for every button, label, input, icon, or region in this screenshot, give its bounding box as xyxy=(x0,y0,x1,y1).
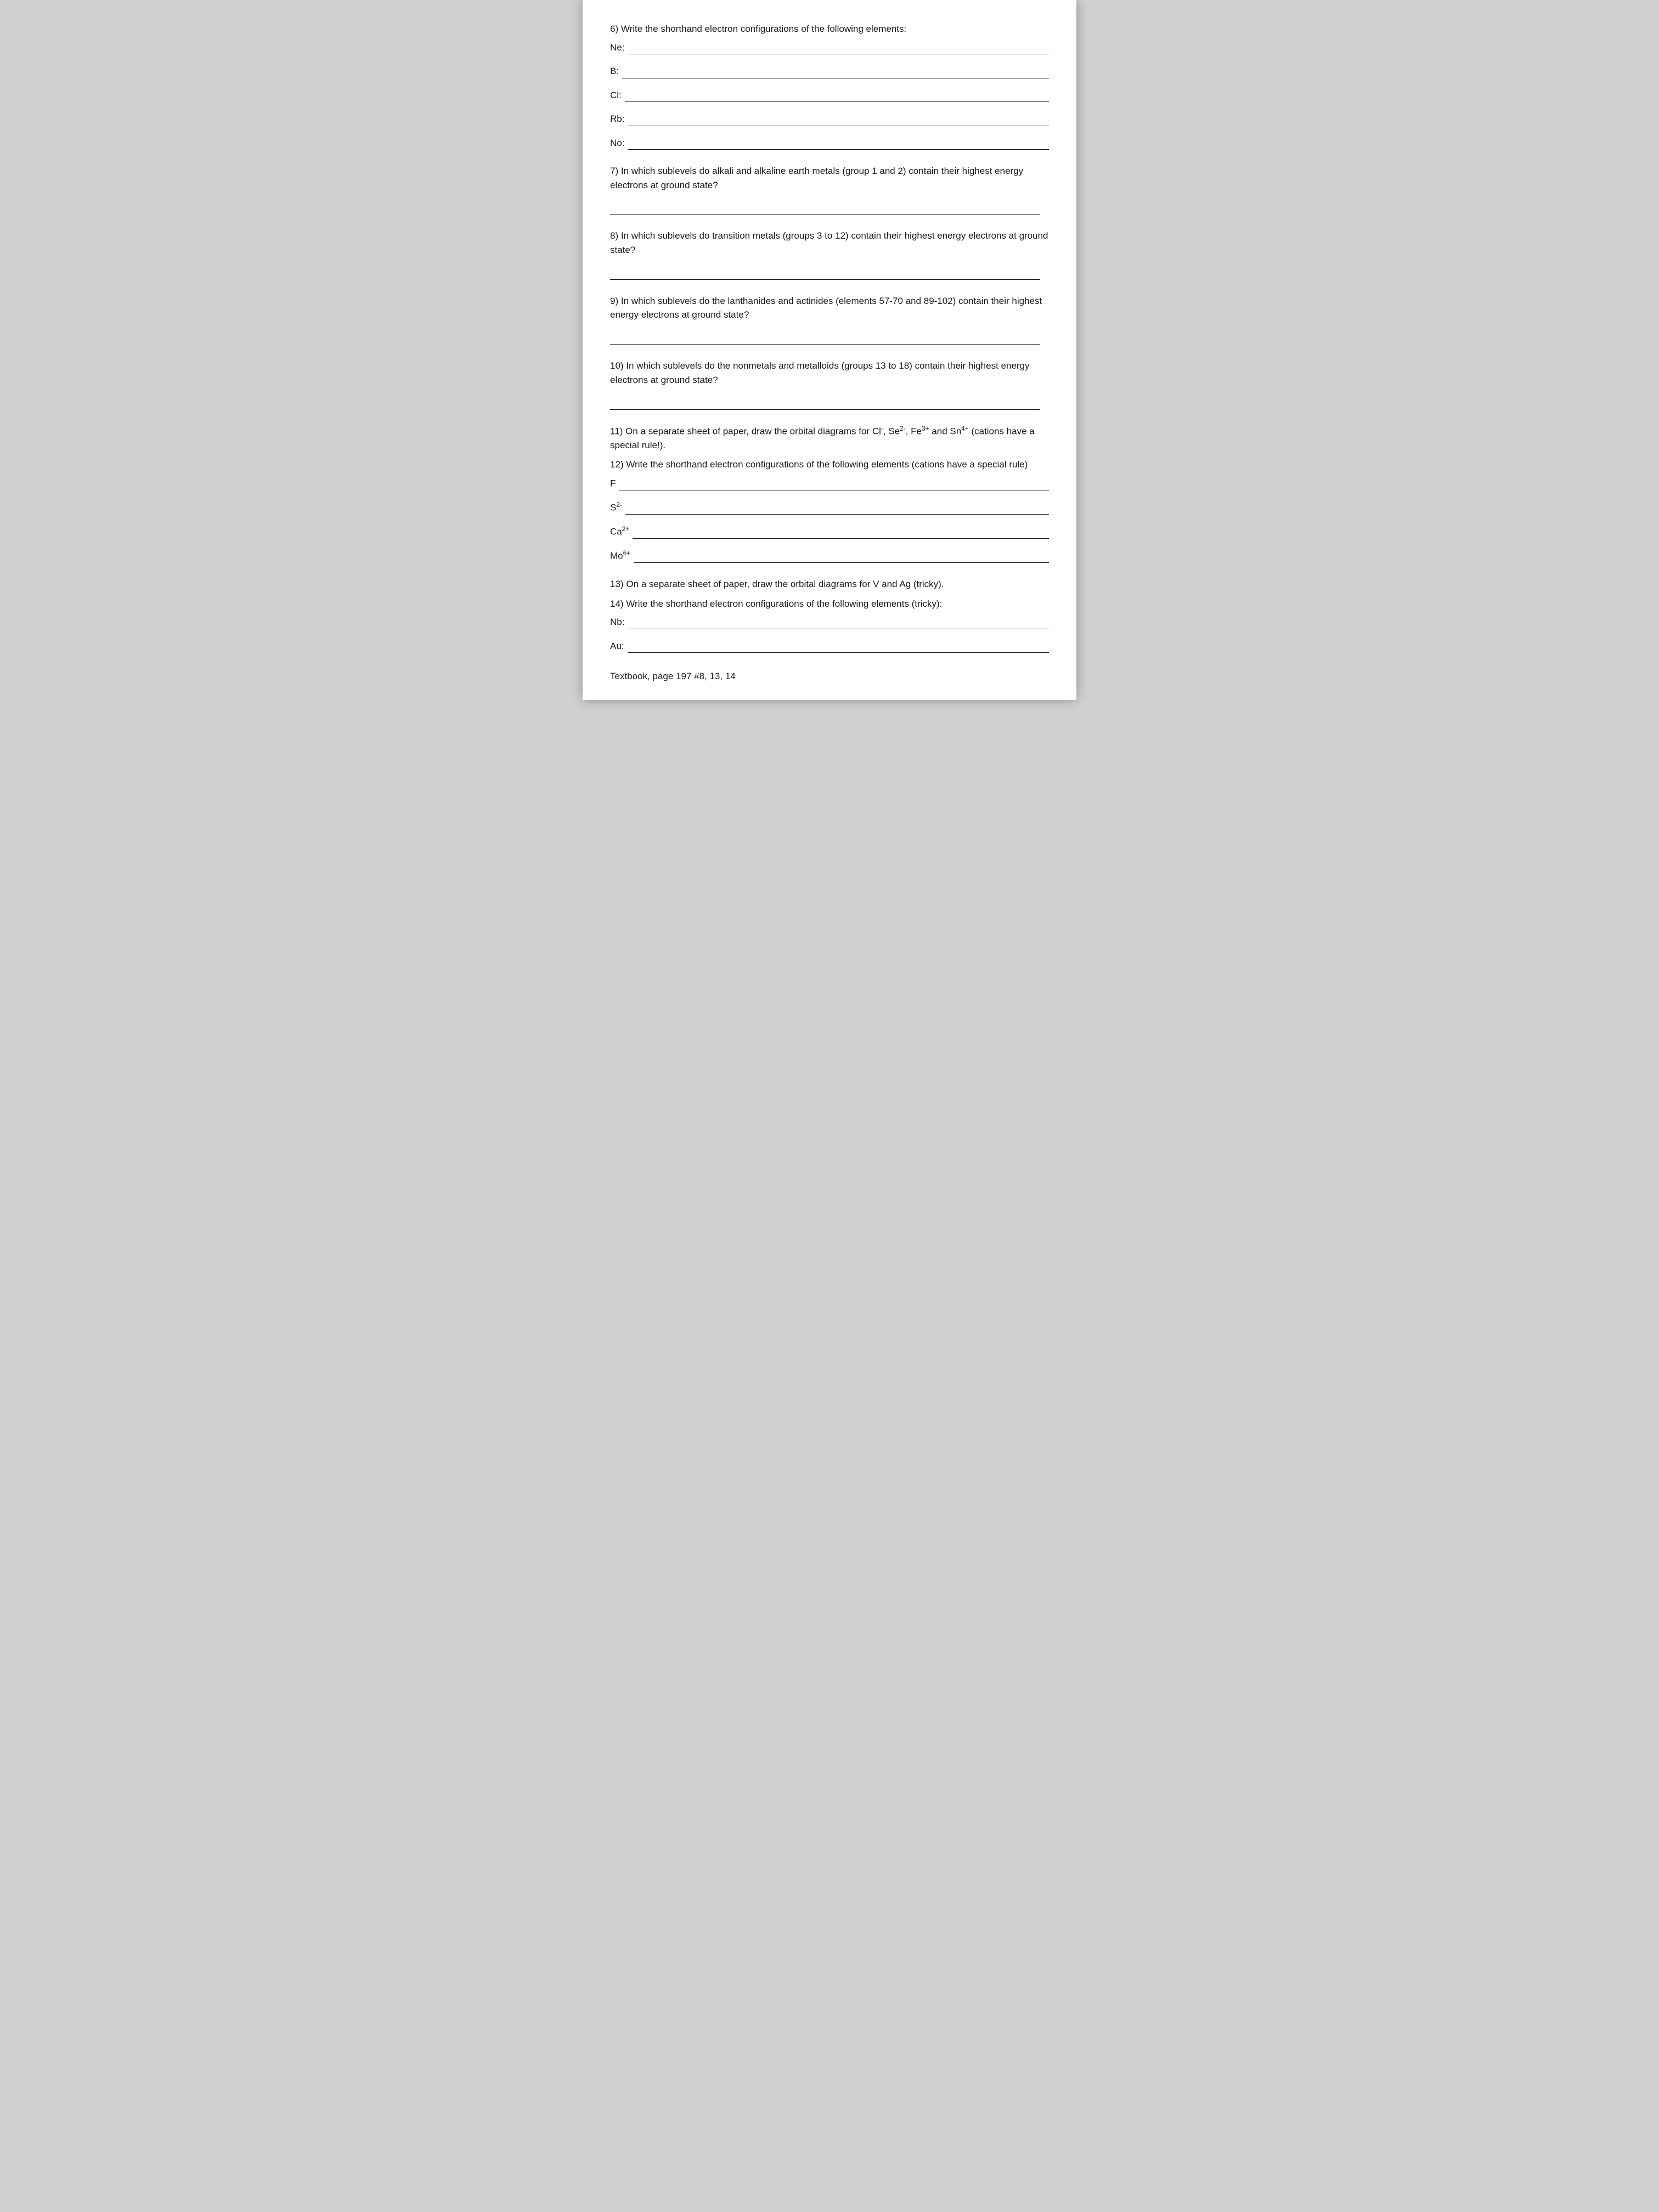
q6-prompt: 6) Write the shorthand electron configur… xyxy=(610,22,1049,36)
label-text: S xyxy=(610,503,616,513)
q6-label-ne: Ne: xyxy=(610,41,624,55)
q12-label-s: S2- xyxy=(610,500,622,515)
q12-prompt: 12) Write the shorthand electron configu… xyxy=(610,458,1049,472)
fill-blank[interactable] xyxy=(628,139,1049,150)
q6-label-no: No: xyxy=(610,136,624,150)
fill-blank[interactable] xyxy=(622,67,1049,78)
q11-sup3: 3+ xyxy=(922,425,929,432)
fill-blank[interactable] xyxy=(628,618,1049,629)
label-sup: 2- xyxy=(616,501,622,509)
question-10: 10) In which sublevels do the nonmetals … xyxy=(610,359,1049,409)
fill-blank[interactable] xyxy=(628,115,1049,126)
fill-blank[interactable] xyxy=(634,552,1049,563)
q12-item-ca: Ca2+ xyxy=(610,524,1049,539)
label-sup: 6+ xyxy=(623,549,631,557)
q6-item-cl: Cl: xyxy=(610,88,1049,103)
q11-text-part: 11) On a separate sheet of paper, draw t… xyxy=(610,426,881,436)
q14-label-au: Au: xyxy=(610,639,624,653)
q9-prompt: 9) In which sublevels do the lanthanides… xyxy=(610,294,1049,322)
q11-sup4: 4+ xyxy=(961,425,969,432)
worksheet-page: 6) Write the shorthand electron configur… xyxy=(583,0,1076,700)
q12-item-s: S2- xyxy=(610,500,1049,515)
q7-prompt: 7) In which sublevels do alkali and alka… xyxy=(610,164,1049,192)
q12-item-mo: Mo6+ xyxy=(610,549,1049,563)
answer-blank[interactable] xyxy=(610,333,1040,345)
q11-prompt: 11) On a separate sheet of paper, draw t… xyxy=(610,424,1049,453)
q11-text-part: , Se xyxy=(883,426,900,436)
answer-blank[interactable] xyxy=(610,398,1040,409)
label-text: F xyxy=(610,478,616,488)
label-text: Ca xyxy=(610,527,622,537)
q14-item-nb: Nb: xyxy=(610,615,1049,629)
label-sup: 2+ xyxy=(622,525,630,533)
question-6: 6) Write the shorthand electron configur… xyxy=(610,22,1049,150)
question-9: 9) In which sublevels do the lanthanides… xyxy=(610,294,1049,345)
label-text: Mo xyxy=(610,551,623,561)
question-13: 13) On a separate sheet of paper, draw t… xyxy=(610,577,1049,591)
q11-text-part: and Sn xyxy=(929,426,962,436)
fill-blank[interactable] xyxy=(625,504,1049,515)
question-7: 7) In which sublevels do alkali and alka… xyxy=(610,164,1049,215)
question-12: 12) Write the shorthand electron configu… xyxy=(610,458,1049,563)
q6-label-cl: Cl: xyxy=(610,88,622,103)
q14-item-au: Au: xyxy=(610,639,1049,653)
q12-item-f: F xyxy=(610,476,1049,490)
fill-blank[interactable] xyxy=(633,528,1049,539)
question-11: 11) On a separate sheet of paper, draw t… xyxy=(610,424,1049,453)
q13-prompt: 13) On a separate sheet of paper, draw t… xyxy=(610,577,1049,591)
q6-item-ne: Ne: xyxy=(610,41,1049,55)
fill-blank[interactable] xyxy=(619,479,1049,490)
q12-label-f: F xyxy=(610,476,616,490)
q14-label-nb: Nb: xyxy=(610,615,624,629)
fill-blank[interactable] xyxy=(625,91,1049,102)
answer-blank[interactable] xyxy=(610,268,1040,279)
q8-prompt: 8) In which sublevels do transition meta… xyxy=(610,229,1049,257)
question-8: 8) In which sublevels do transition meta… xyxy=(610,229,1049,279)
footer-reference: Textbook, page 197 #8, 13, 14 xyxy=(610,669,1049,684)
question-14: 14) Write the shorthand electron configu… xyxy=(610,597,1049,653)
q11-text-part: , Fe xyxy=(906,426,922,436)
q10-prompt: 10) In which sublevels do the nonmetals … xyxy=(610,359,1049,387)
q12-label-ca: Ca2+ xyxy=(610,524,629,539)
answer-blank[interactable] xyxy=(610,203,1040,215)
fill-blank[interactable] xyxy=(628,43,1049,54)
q6-item-b: B: xyxy=(610,64,1049,78)
q6-label-b: B: xyxy=(610,64,619,78)
q12-label-mo: Mo6+ xyxy=(610,549,630,563)
q11-sup2: 2- xyxy=(900,425,906,432)
q14-prompt: 14) Write the shorthand electron configu… xyxy=(610,597,1049,611)
fill-blank[interactable] xyxy=(628,642,1049,653)
q6-item-rb: Rb: xyxy=(610,112,1049,126)
q6-item-no: No: xyxy=(610,136,1049,150)
q6-label-rb: Rb: xyxy=(610,112,624,126)
